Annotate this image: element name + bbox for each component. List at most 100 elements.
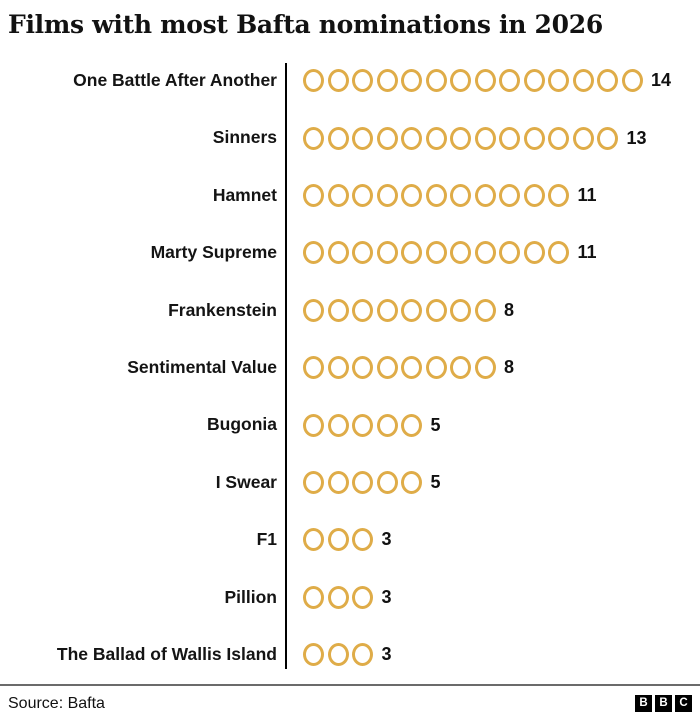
nomination-circle-icon	[376, 69, 398, 93]
nomination-circle-icon	[450, 126, 471, 150]
nomination-circle-icon	[474, 356, 496, 380]
chart-title: Films with most Bafta nominations in 202…	[8, 10, 603, 39]
nomination-circle-icon	[401, 470, 422, 494]
nomination-circle-icon	[499, 69, 520, 93]
nomination-circle-icon	[401, 126, 422, 150]
nomination-count: 11	[577, 242, 597, 263]
nomination-circle-icon	[548, 183, 569, 207]
nomination-circle-icon	[548, 69, 569, 93]
nomination-circle-icon	[474, 183, 496, 207]
nomination-circle-icon	[303, 69, 324, 93]
chart-row: Sinners 13	[0, 109, 700, 166]
bbc-logo-letter: B	[635, 695, 652, 712]
chart-row: Frankenstein 8	[0, 282, 700, 339]
nomination-circle-icon	[474, 69, 496, 93]
chart-row: Bugonia 5	[0, 396, 700, 453]
row-plot: 11	[277, 183, 597, 207]
nomination-circle-icon	[327, 643, 349, 667]
nomination-circles	[303, 183, 573, 207]
chart-row: I Swear 5	[0, 454, 700, 511]
nomination-circle-icon	[303, 241, 324, 265]
nomination-circle-icon	[572, 126, 594, 150]
nomination-circle-icon	[303, 470, 324, 494]
nomination-circle-icon	[401, 241, 422, 265]
nomination-circle-icon	[327, 241, 349, 265]
nomination-circles	[303, 643, 377, 667]
chart-row: F1 3	[0, 511, 700, 568]
nomination-circle-icon	[499, 241, 520, 265]
nomination-circle-icon	[474, 126, 496, 150]
chart-row: Marty Supreme 11	[0, 224, 700, 281]
bbc-logo-letter: C	[675, 695, 692, 712]
nomination-circle-icon	[303, 183, 324, 207]
film-label: I Swear	[215, 471, 277, 492]
nomination-circle-icon	[425, 356, 447, 380]
chart-row: The Ballad of Wallis Island 3	[0, 626, 700, 683]
nomination-circle-icon	[327, 470, 349, 494]
film-label: Frankenstein	[168, 299, 277, 320]
film-label: Sentimental Value	[127, 357, 277, 378]
film-label: One Battle After Another	[73, 70, 277, 91]
nomination-circles	[303, 241, 573, 265]
nomination-circle-icon	[499, 126, 520, 150]
nomination-circle-icon	[401, 298, 422, 322]
nomination-circle-icon	[474, 298, 496, 322]
nomination-count: 3	[381, 644, 392, 665]
nomination-count: 3	[381, 586, 392, 607]
film-label: Marty Supreme	[150, 242, 277, 263]
bbc-logo-letter: B	[655, 695, 672, 712]
nomination-circles	[303, 126, 622, 150]
chart-rows: One Battle After Another 14 Sinners 13 H…	[0, 52, 700, 683]
nomination-circle-icon	[303, 585, 324, 609]
chart-footer: Source: Bafta B B C	[0, 684, 700, 721]
nomination-circle-icon	[352, 298, 373, 322]
nomination-circle-icon	[352, 126, 373, 150]
film-label: Sinners	[212, 127, 277, 148]
nomination-count: 8	[504, 357, 515, 378]
film-label: Hamnet	[212, 184, 277, 205]
nomination-circle-icon	[352, 585, 373, 609]
nomination-circle-icon	[376, 241, 398, 265]
nomination-count: 5	[430, 414, 441, 435]
nomination-count: 14	[651, 70, 672, 91]
nomination-circle-icon	[352, 413, 373, 437]
nomination-circle-icon	[327, 298, 349, 322]
nomination-circle-icon	[450, 183, 471, 207]
nomination-circle-icon	[401, 69, 422, 93]
nomination-circle-icon	[376, 183, 398, 207]
nomination-circle-icon	[401, 183, 422, 207]
nomination-circles	[303, 356, 499, 380]
nomination-circle-icon	[376, 298, 398, 322]
nomination-circle-icon	[376, 413, 398, 437]
chart-row: Sentimental Value 8	[0, 339, 700, 396]
nomination-circle-icon	[425, 183, 447, 207]
nomination-count: 3	[381, 529, 392, 550]
row-plot: 5	[277, 470, 441, 494]
nomination-circle-icon	[303, 126, 324, 150]
chart-row: Hamnet 11	[0, 167, 700, 224]
nomination-circle-icon	[303, 298, 324, 322]
nomination-circle-icon	[597, 69, 618, 93]
nomination-circle-icon	[303, 643, 324, 667]
nomination-circle-icon	[450, 69, 471, 93]
nomination-circles	[303, 585, 377, 609]
nomination-circle-icon	[401, 356, 422, 380]
nomination-circle-icon	[621, 69, 643, 93]
row-plot: 8	[277, 298, 515, 322]
nomination-circle-icon	[523, 126, 545, 150]
nomination-circle-icon	[352, 69, 373, 93]
nomination-circle-icon	[327, 356, 349, 380]
nomination-circle-icon	[352, 528, 373, 552]
nomination-count: 8	[504, 299, 515, 320]
nomination-circle-icon	[303, 356, 324, 380]
nomination-circles	[303, 298, 499, 322]
nomination-circle-icon	[352, 643, 373, 667]
row-plot: 8	[277, 356, 515, 380]
film-label: F1	[256, 529, 277, 550]
nomination-circle-icon	[499, 183, 520, 207]
chart-header: Films with most Bafta nominations in 202…	[0, 0, 700, 52]
source-text: Source: Bafta	[8, 694, 105, 712]
film-label: The Ballad of Wallis Island	[56, 643, 277, 664]
nomination-circle-icon	[523, 183, 545, 207]
